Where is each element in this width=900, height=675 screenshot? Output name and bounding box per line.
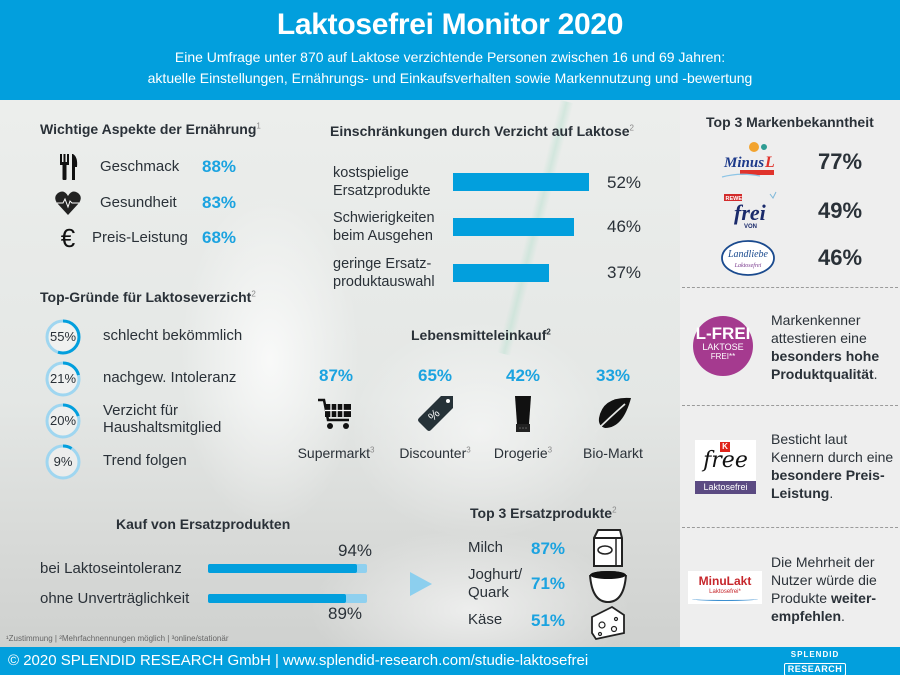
- reason-label: Trend folgen: [103, 452, 187, 469]
- einkauf-discounter: 65% % Discounter3: [399, 366, 471, 461]
- heart-pulse-icon: [55, 191, 81, 215]
- kaufland-free-logo: K free Laktosefrei: [695, 440, 756, 494]
- einschraenkung-label: geringe Ersatz-produktauswahl: [333, 256, 435, 290]
- ersatz-label: Käse: [468, 611, 503, 628]
- einschraenkung-bar: [453, 264, 549, 282]
- einschraenkung-label: Schwierigkeiten beim Ausgehen: [333, 210, 435, 244]
- aspekt-label: Gesundheit: [100, 194, 177, 211]
- marken-value: 49%: [818, 198, 863, 223]
- splendid-research-logo: SPLENDID RESEARCH: [780, 650, 850, 675]
- progress-ring-icon: [45, 361, 81, 397]
- minusl-logo: Minus L: [721, 142, 775, 178]
- kauf-bar-fill: [208, 564, 358, 573]
- einschraenkung-value: 37%: [607, 263, 642, 282]
- footer-copyright: © 2020 SPLENDID RESEARCH GmbH | www.sple…: [8, 652, 589, 669]
- reason-ring-55: 55%: [44, 318, 82, 356]
- progress-ring-icon: [45, 319, 81, 355]
- bowl-icon: [589, 571, 627, 604]
- aspekt-label: Preis-Leistung: [92, 229, 188, 246]
- subtitle-line-1: Eine Umfrage unter 870 auf Laktose verzi…: [174, 49, 726, 65]
- header-banner: Laktosefrei Monitor 2020 Eine Umfrage un…: [0, 0, 900, 100]
- marken-value: 77%: [818, 149, 863, 174]
- minulakt-logo: MinuLakt Laktosefrei*: [688, 571, 762, 604]
- cheese-icon: [591, 605, 625, 641]
- reason-label: schlecht bekömmlich: [103, 327, 243, 344]
- top3-ersatz-title: Top 3 Ersatzprodukte2: [470, 505, 617, 521]
- kauf-bar-fill: [208, 594, 347, 603]
- euro-icon: €: [60, 223, 76, 253]
- einschraenkung-value: 52%: [607, 173, 642, 192]
- einkauf-drogerie: 42% Drogerie3: [493, 366, 553, 461]
- subtitle-line-2: aktuelle Einstellungen, Ernährungs- und …: [147, 70, 753, 86]
- aspekt-value: 68%: [202, 228, 237, 247]
- ersatz-value: 51%: [531, 611, 566, 630]
- reason-ring-20: 20%: [44, 402, 82, 440]
- gruende-title: Top-Gründe für Laktoseverzicht2: [40, 289, 256, 305]
- svg-text:REWE: REWE: [726, 196, 743, 202]
- kauf-bar-track: [208, 594, 367, 603]
- kauf-label: bei Laktoseintoleranz: [40, 560, 182, 577]
- einkauf-bio-markt: 33% Bio-Markt: [583, 366, 643, 461]
- l-frei-logo: L-FREI LAKTOSE FREI**: [693, 316, 753, 376]
- footnotes: ¹Zustimmung | ²Mehrfachnennungen möglich…: [6, 634, 229, 643]
- divider: [682, 405, 898, 406]
- einschraenkung-value: 46%: [607, 217, 642, 236]
- progress-ring-icon: [45, 403, 81, 439]
- reason-ring-21: 21%: [44, 360, 82, 398]
- kauf-title: Kauf von Ersatzprodukten: [116, 516, 291, 532]
- ersatz-value: 71%: [531, 574, 566, 593]
- aspekt-row-gesundheit: Gesundheit 83%: [50, 189, 250, 219]
- aspekte-title: Wichtige Aspekte der Ernährung1: [40, 121, 261, 137]
- reason-label: nachgew. Intoleranz: [103, 369, 237, 386]
- aspekt-value: 88%: [202, 157, 237, 176]
- einschraenkungen-title: Einschränkungen durch Verzicht auf Lakto…: [330, 123, 634, 139]
- aspekt-value: 83%: [202, 193, 237, 212]
- divider: [682, 287, 898, 288]
- cutlery-icon: [60, 154, 78, 180]
- reason-ring-9: 9%: [44, 443, 82, 481]
- marken-title: Top 3 Markenbekanntheit: [706, 114, 874, 130]
- ersatz-label: Joghurt/Quark: [468, 566, 523, 601]
- reason-label: Verzicht für Haushaltsmitglied: [103, 402, 222, 436]
- note-produktqualitaet: Markenkenner attestieren eine besonders …: [771, 312, 880, 382]
- progress-ring-icon: [45, 444, 81, 480]
- kauf-value: 94%: [338, 541, 373, 560]
- aspekt-row-geschmack: Geschmack 88%: [50, 153, 250, 183]
- footer-bar: © 2020 SPLENDID RESEARCH GmbH | www.sple…: [0, 647, 900, 675]
- cosmetic-tube-icon: [515, 396, 531, 432]
- landliebe-logo: Landliebe Laktosefrei: [721, 240, 775, 276]
- note-preis-leistung: Besticht laut Kennern durch eine besonde…: [771, 431, 894, 501]
- ersatz-label: Milch: [468, 539, 504, 556]
- arrow-right-icon: [410, 572, 432, 596]
- page-title: Laktosefrei Monitor 2020: [276, 8, 624, 41]
- einschraenkung-bar: [453, 218, 574, 236]
- divider: [682, 527, 898, 528]
- einkauf-title: Lebensmitteleinkauf2: [411, 327, 551, 343]
- svg-text:Landliebe: Landliebe: [727, 249, 769, 260]
- einschraenkung-bar: [453, 173, 589, 191]
- ersatz-value: 87%: [531, 539, 566, 558]
- aspekt-row-preis-leistung: € Preis-Leistung 68%: [50, 224, 250, 254]
- marken-value: 46%: [818, 245, 863, 270]
- svg-text:Laktosefrei: Laktosefrei: [734, 262, 762, 269]
- einschraenkung-label: kostspielige Ersatzprodukte: [333, 165, 431, 199]
- svg-text:VON: VON: [744, 224, 757, 230]
- kauf-value: 89%: [328, 604, 363, 623]
- price-tag-icon: %: [418, 396, 453, 431]
- milk-carton-icon: [593, 529, 623, 567]
- shopping-cart-icon: [318, 398, 351, 429]
- leaf-icon: [594, 397, 631, 433]
- svg-text:L: L: [764, 154, 775, 171]
- background-photo: [0, 100, 680, 647]
- note-weiterempfehlen: Die Mehrheit der Nutzer würde die Produk…: [771, 554, 877, 624]
- einkauf-supermarkt: 87% Supermarkt3: [297, 366, 375, 461]
- aspekt-label: Geschmack: [100, 158, 180, 175]
- kauf-bar-track: [208, 564, 367, 573]
- rewe-frei-von-logo: REWE frei VON: [724, 191, 777, 230]
- svg-text:Minus: Minus: [723, 155, 764, 171]
- kauf-label: ohne Unverträglichkeit: [40, 590, 190, 607]
- svg-text:frei: frei: [734, 200, 767, 225]
